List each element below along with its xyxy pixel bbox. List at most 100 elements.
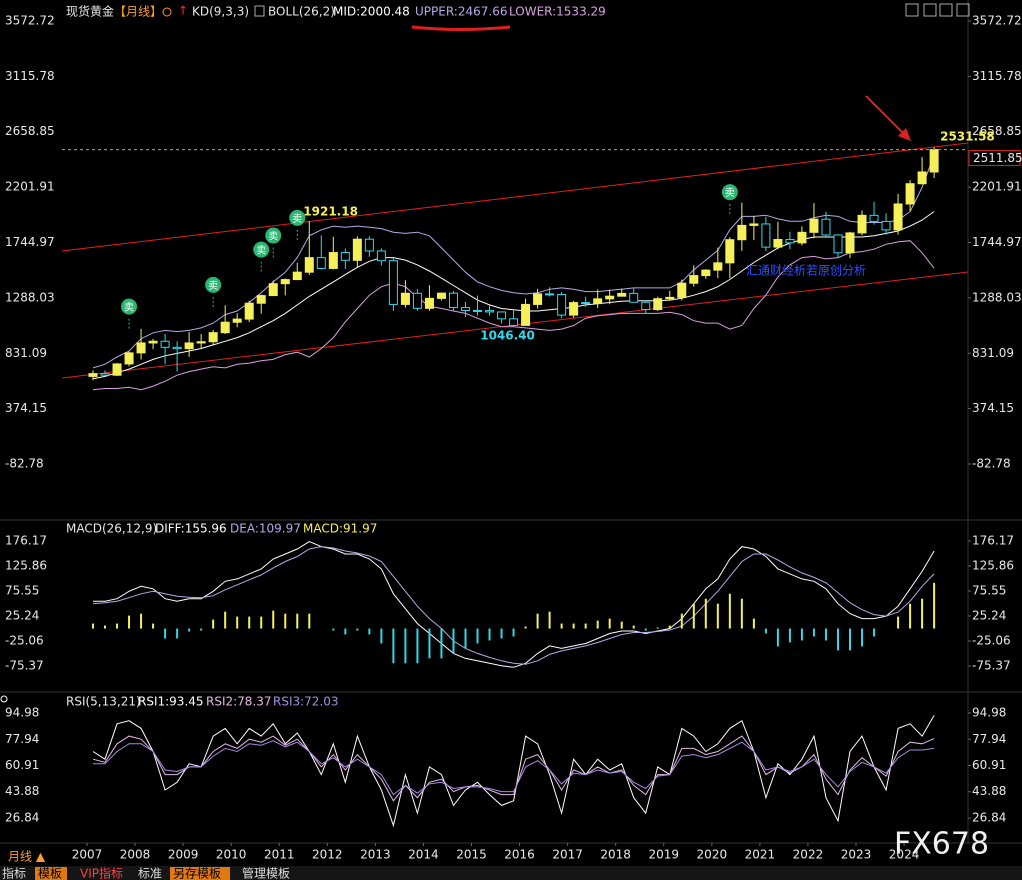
y-tick-label: 26.84	[972, 811, 1006, 825]
x-tick-label: 2014	[408, 848, 439, 862]
candle-body	[244, 302, 254, 320]
candle-body	[485, 310, 495, 313]
candle-body	[460, 307, 470, 311]
sell-signal	[721, 184, 738, 201]
toolbar-tab[interactable]: 另存模板	[173, 867, 221, 880]
candle-body	[785, 238, 795, 244]
x-tick-label: 2011	[264, 848, 295, 862]
sell-signal	[205, 276, 222, 293]
candle-body	[641, 301, 651, 311]
y-tick-label: -82.78	[5, 457, 44, 471]
y-tick-label: 25.24	[5, 609, 39, 623]
icon: ↑	[178, 4, 188, 18]
y-tick-label: -75.37	[5, 659, 44, 673]
y-tick-label: 60.91	[972, 758, 1006, 772]
y-tick-label: 2201.91	[972, 180, 1022, 194]
toolbar-tab[interactable]: 指标	[2, 866, 26, 880]
toolbar-tab[interactable]: 标准	[138, 867, 162, 880]
candle-body	[629, 292, 639, 303]
candle-body	[605, 295, 615, 300]
y-tick-label: 77.94	[972, 732, 1006, 746]
button[interactable]	[923, 3, 937, 17]
candle-body	[689, 275, 699, 284]
legend-entry: DIFF:155.96	[155, 522, 227, 536]
window-buttons[interactable]	[905, 3, 970, 17]
candle-body	[280, 279, 290, 285]
icon[interactable]	[254, 5, 265, 17]
x-tick-label: 2023	[841, 848, 872, 862]
y-tick-label: -25.06	[5, 633, 44, 647]
x-tick-label: 2020	[697, 848, 728, 862]
trend-line	[61, 142, 969, 252]
legend-entry: UPPER:2467.66	[415, 5, 507, 19]
button[interactable]	[956, 3, 970, 17]
y-tick-label: 2658.85	[972, 124, 1022, 138]
candle-body	[88, 373, 98, 377]
y-tick-label: 2201.91	[5, 180, 55, 194]
x-tick-label: 2008	[120, 848, 151, 862]
indicator-line	[93, 740, 935, 796]
y-tick-label: 77.94	[5, 732, 39, 746]
toolbar	[0, 866, 1022, 880]
sell-signal-label: 卖	[292, 213, 302, 225]
candle-body	[845, 232, 855, 254]
period-switch[interactable]: 月线 ▲	[8, 850, 46, 864]
candle-body	[821, 218, 831, 236]
candle-body	[773, 238, 783, 248]
toolbar-tab-bg[interactable]	[170, 867, 230, 880]
candle-body	[893, 203, 903, 231]
indicator-line	[93, 541, 935, 668]
y-tick-label: -82.78	[972, 457, 1011, 471]
candle-body	[364, 238, 374, 252]
x-tick-label: 2015	[456, 848, 487, 862]
candle-body	[737, 224, 747, 241]
price-annotation: 1046.40	[480, 329, 535, 343]
candle-body	[448, 292, 458, 309]
candle-body	[509, 318, 519, 326]
candle-body	[545, 293, 555, 296]
candle-body	[905, 183, 915, 205]
y-tick-label: 60.91	[5, 758, 39, 772]
icon[interactable]	[162, 7, 172, 17]
toolbar-tab-bg[interactable]	[35, 867, 67, 880]
x-tick-label: 2022	[793, 848, 824, 862]
y-tick-label: 43.88	[972, 784, 1006, 798]
x-tick-label: 2024	[889, 848, 920, 862]
candle-body	[593, 298, 603, 305]
price-tag	[968, 150, 1021, 167]
legend-entry: LOWER:1533.29	[509, 5, 606, 19]
candle-body	[869, 214, 879, 222]
button[interactable]	[939, 3, 953, 17]
x-tick-label: 2010	[216, 848, 247, 862]
x-tick-label: 2007	[72, 848, 103, 862]
y-tick-label: 25.24	[972, 609, 1006, 623]
price-annotation: 2531.58	[940, 130, 995, 144]
price-tag-label: 2511.85	[973, 151, 1022, 165]
sell-signal	[265, 227, 282, 244]
candle-body	[292, 271, 302, 281]
candle-body	[569, 302, 579, 316]
candle-body	[400, 292, 410, 305]
candle-body	[436, 292, 446, 299]
kd-label: KD(9,3,3)	[192, 5, 249, 19]
candle-body	[725, 239, 735, 264]
toolbar-tab[interactable]: VIP指标	[80, 866, 123, 880]
y-tick-label: 43.88	[5, 784, 39, 798]
candle-body	[653, 298, 663, 311]
toolbar-tab[interactable]: 管理模板	[242, 866, 290, 880]
panel-title: MACD(26,12,9)	[66, 522, 157, 536]
candle-body	[184, 342, 194, 350]
candle-body	[136, 342, 146, 354]
x-tick-label: 2017	[552, 848, 583, 862]
candle-body	[424, 297, 434, 309]
x-tick-label: 2012	[312, 848, 343, 862]
candle-body	[220, 321, 230, 334]
candle-body	[148, 340, 158, 344]
toolbar-tab[interactable]: 模板	[38, 867, 62, 880]
candle-body	[388, 260, 398, 305]
y-tick-label: 94.98	[972, 706, 1006, 720]
icon	[0, 695, 8, 703]
panel-title: RSI(5,13,21)	[66, 695, 141, 709]
period[interactable]: 【月线】	[114, 5, 162, 19]
button[interactable]	[905, 3, 919, 17]
